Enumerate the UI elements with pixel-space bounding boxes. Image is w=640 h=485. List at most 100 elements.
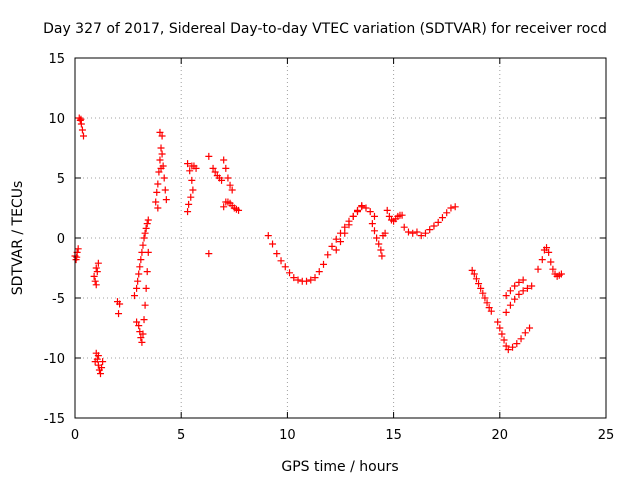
y-tick-label: 5 [57, 172, 65, 187]
data-point [78, 126, 86, 134]
data-point [273, 250, 281, 258]
data-point [92, 264, 100, 272]
data-point [286, 269, 294, 277]
data-point [504, 346, 512, 354]
data-point [186, 167, 194, 175]
data-point [307, 276, 315, 284]
data-point [211, 168, 219, 176]
data-point [156, 156, 164, 164]
data-point [160, 174, 168, 182]
data-point [370, 227, 378, 235]
data-point [138, 248, 146, 256]
data-point [502, 292, 510, 300]
data-point [185, 200, 193, 208]
data-point [161, 186, 169, 194]
data-point [511, 295, 519, 303]
data-point [502, 308, 510, 316]
data-point [91, 358, 99, 366]
data-point [77, 115, 85, 123]
data-point [468, 266, 476, 274]
data-points [71, 114, 565, 378]
data-point [137, 256, 145, 264]
y-tick-label: -15 [44, 412, 65, 427]
data-point [500, 336, 508, 344]
data-point [381, 229, 389, 237]
data-point [189, 186, 197, 194]
data-point [438, 214, 446, 222]
data-point [98, 364, 106, 372]
data-point [154, 204, 162, 212]
data-point [511, 282, 519, 290]
data-point [140, 234, 148, 242]
data-point [485, 304, 493, 312]
x-tick-label: 20 [492, 428, 509, 443]
data-point [269, 240, 277, 248]
data-point [362, 204, 370, 212]
data-point [377, 246, 385, 254]
data-point [543, 244, 551, 252]
data-point [156, 128, 164, 136]
data-point [311, 274, 319, 282]
data-point [303, 277, 311, 285]
grid-lines [75, 58, 606, 418]
data-point [315, 268, 323, 276]
data-point [184, 160, 192, 168]
data-point [375, 240, 383, 248]
data-point [349, 212, 357, 220]
data-point [142, 284, 150, 292]
data-point [277, 257, 285, 265]
data-point [138, 338, 146, 346]
data-point [235, 206, 243, 214]
data-point [475, 280, 483, 288]
data-point [366, 208, 374, 216]
data-point [99, 358, 107, 366]
data-point [526, 324, 534, 332]
data-point [341, 223, 349, 231]
x-tick-label: 0 [71, 428, 79, 443]
data-point [158, 132, 166, 140]
data-point [93, 268, 101, 276]
x-tick-label: 5 [177, 428, 185, 443]
data-point [157, 164, 165, 172]
data-point [294, 276, 302, 284]
data-point [443, 209, 451, 217]
y-axis-label: SDTVAR / TECUs [10, 181, 26, 296]
data-point [133, 318, 141, 326]
data-point [519, 276, 527, 284]
y-tick-label: -10 [44, 352, 65, 367]
data-point [404, 228, 412, 236]
data-point [192, 164, 200, 172]
data-point [74, 245, 82, 253]
data-point [509, 343, 517, 351]
data-point [470, 270, 478, 278]
data-point [218, 176, 226, 184]
data-point [496, 324, 504, 332]
data-point [154, 180, 162, 188]
data-point [498, 330, 506, 338]
data-point [220, 156, 228, 164]
data-point [521, 329, 529, 337]
data-point [79, 132, 87, 140]
data-point [517, 335, 525, 343]
data-point [143, 220, 151, 228]
data-point [413, 228, 421, 236]
data-point [534, 265, 542, 273]
data-point [494, 318, 502, 326]
data-point [130, 292, 138, 300]
data-point [209, 164, 217, 172]
data-point [557, 270, 565, 278]
data-point [144, 216, 152, 224]
data-point [158, 150, 166, 158]
chart-title: Day 327 of 2017, Sidereal Day-to-day VTE… [43, 21, 607, 37]
data-point [398, 211, 406, 219]
data-point [134, 277, 142, 285]
data-point [73, 253, 81, 261]
data-point [90, 272, 98, 280]
data-point [523, 284, 531, 292]
data-point [483, 299, 491, 307]
data-point [337, 238, 344, 246]
data-point [135, 322, 143, 330]
y-tick-label: 0 [57, 232, 65, 247]
